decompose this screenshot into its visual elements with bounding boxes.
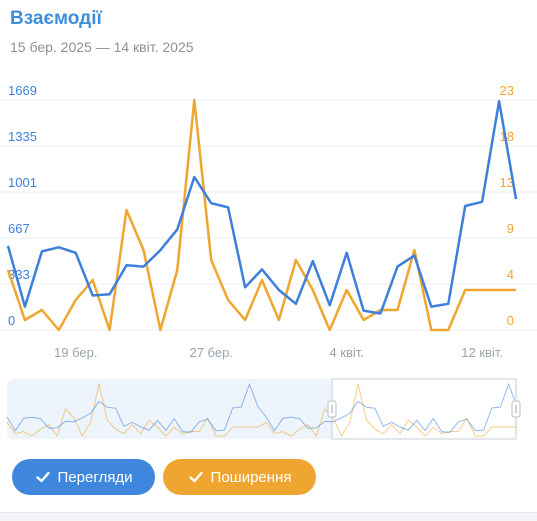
series-line-views [6,99,518,315]
y-right-tick-label: 4 [507,267,514,282]
y-left-tick-label: 667 [8,221,30,236]
y-right-tick-label: 13 [500,175,514,190]
x-tick-label: 27 бер. [189,345,232,360]
widget-title: Взаємодії [10,8,102,29]
views-toggle-button[interactable]: Перегляди [12,459,155,495]
check-icon [188,471,203,483]
navigator-line-views [6,382,518,433]
shares-toggle-button[interactable]: Поширення [163,459,316,495]
navigator[interactable] [6,378,521,440]
views-toggle-label: Перегляди [57,468,133,486]
bottom-divider [0,512,537,521]
y-left-tick-label: 1335 [8,129,37,144]
y-right-tick-label: 9 [507,221,514,236]
y-left-tick-label: 1669 [8,83,37,98]
check-icon [35,471,50,483]
x-tick-label: 4 квіт. [329,345,363,360]
y-right-tick-label: 23 [500,83,514,98]
navigator-line-shares [6,383,517,438]
y-right-tick-label: 0 [507,313,514,328]
date-range: 15 бер. 2025 — 14 квіт. 2025 [10,39,194,55]
y-right-tick-label: 18 [500,129,514,144]
x-tick-label: 12 квіт. [461,345,503,360]
y-left-tick-label: 333 [8,267,30,282]
y-left-tick-label: 1001 [8,175,37,190]
navigator-window [331,378,517,440]
series-line-shares [6,98,516,332]
y-left-tick-label: 0 [8,313,15,328]
shares-toggle-label: Поширення [210,468,292,486]
x-tick-label: 19 бер. [54,345,97,360]
